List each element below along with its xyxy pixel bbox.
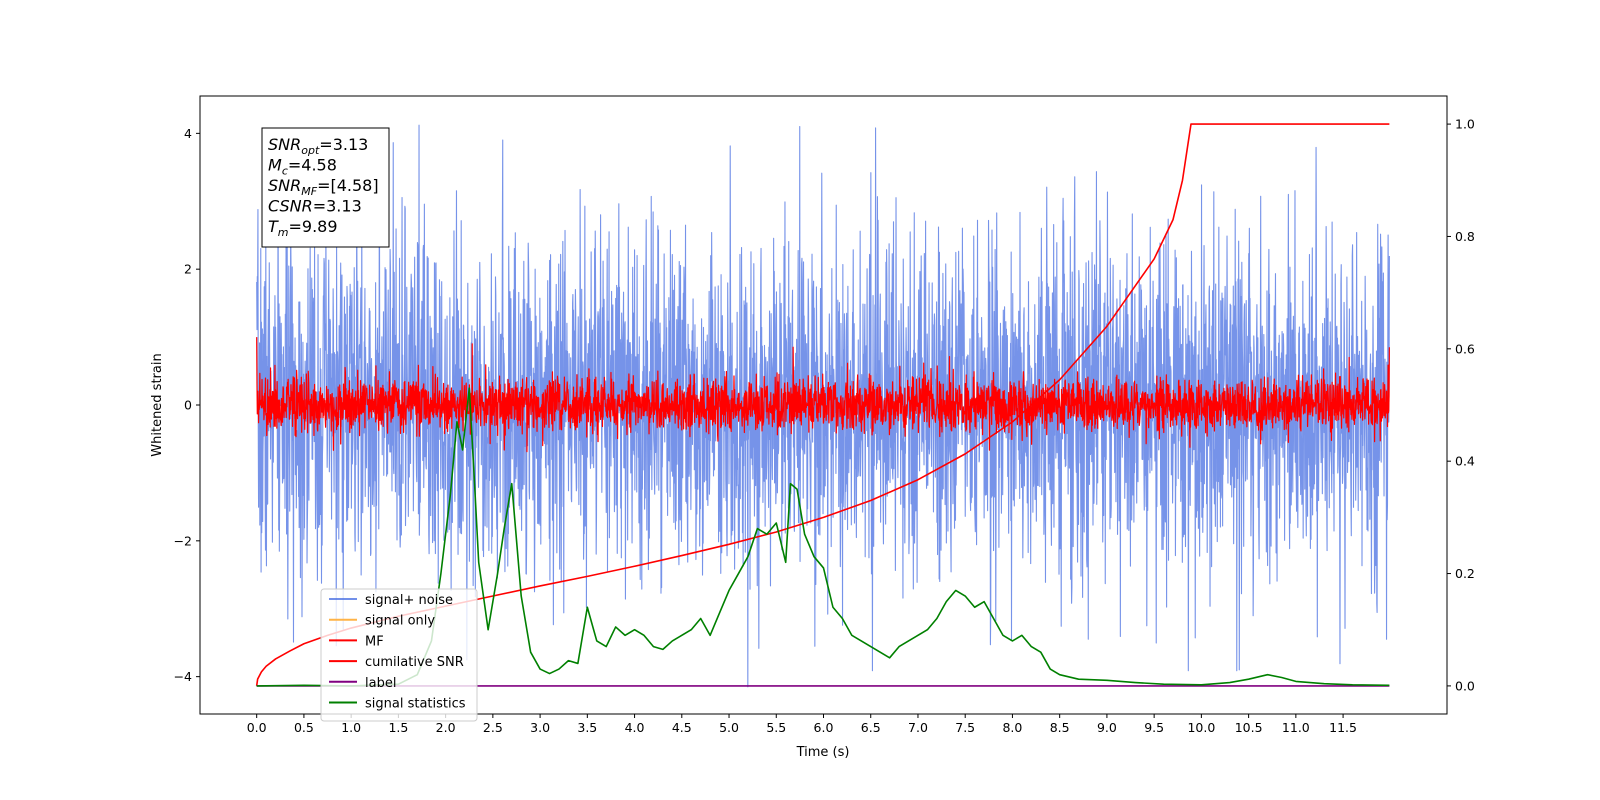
- annotation-line: CSNR=3.13: [268, 197, 362, 216]
- x-axis-label: Time (s): [796, 745, 850, 760]
- x-tick-label: 5.0: [719, 720, 739, 735]
- x-tick-label: 9.5: [1144, 720, 1164, 735]
- y2-tick-label: 0.6: [1455, 341, 1475, 356]
- annotation-line: SNRopt=3.13: [268, 135, 368, 157]
- x-tick-label: 7.5: [955, 720, 975, 735]
- annotation-line: SNRMF=[4.58]: [268, 176, 379, 198]
- x-tick-label: 4.0: [625, 720, 645, 735]
- y-tick-label: 2: [184, 262, 192, 277]
- legend-label-signal-only: signal only: [365, 614, 435, 629]
- annotation-line: Tm=9.89: [268, 217, 338, 239]
- x-tick-label: 6.5: [861, 720, 881, 735]
- x-tick-label: 1.0: [341, 720, 361, 735]
- x-tick-label: 10.5: [1235, 720, 1263, 735]
- y2-tick-label: 0.0: [1455, 678, 1475, 693]
- y-tick-label: 0: [184, 398, 192, 413]
- x-tick-label: 10.0: [1187, 720, 1215, 735]
- x-tick-label: 2.0: [436, 720, 456, 735]
- x-tick-label: 11.5: [1329, 720, 1357, 735]
- y2-tick-label: 1.0: [1455, 117, 1475, 132]
- ticks-layer: 0.0 0.5 1.0 1.5 2.0 2.5 3.0 3.5 4.0 4.5 5.0 5.5 6.0 6…: [174, 117, 1475, 735]
- x-tick-label: 7.0: [908, 720, 928, 735]
- annotation-line: Mc=4.58: [268, 156, 337, 178]
- series-line-signal-statistics: [256, 387, 1390, 687]
- y2-tick-label: 0.4: [1455, 454, 1475, 469]
- y2-tick-label: 0.2: [1455, 566, 1475, 581]
- y-axis-label: Whitened strain: [150, 353, 165, 456]
- series-line-mf: [256, 337, 1390, 453]
- legend-label-mf: MF: [365, 634, 384, 649]
- series-line-cumilative-snr: [255, 123, 1390, 687]
- legend-label-signal-statistics: signal statistics: [365, 697, 466, 712]
- legend-label-signal-noise: signal+ noise: [365, 593, 453, 608]
- legend-frame: [320, 588, 478, 722]
- x-tick-label: 0.0: [247, 720, 267, 735]
- legend: signal+ noise signal only MF cumilative SNR…: [320, 588, 478, 722]
- x-tick-label: 5.5: [766, 720, 786, 735]
- legend-label-label: label: [365, 676, 396, 691]
- x-tick-label: 1.5: [388, 720, 408, 735]
- x-tick-label: 8.5: [1050, 720, 1070, 735]
- x-tick-label: 0.5: [294, 720, 314, 735]
- series-line-signal-noise: [256, 124, 1390, 688]
- x-tick-label: 11.0: [1282, 720, 1310, 735]
- x-tick-label: 9.0: [1097, 720, 1117, 735]
- legend-label-cumilative-snr: cumilative SNR: [365, 655, 464, 670]
- x-tick-label: 3.0: [530, 720, 550, 735]
- x-tick-label: 4.5: [672, 720, 692, 735]
- y-tick-label: 4: [184, 126, 192, 141]
- y-tick-label: −4: [174, 669, 192, 684]
- y2-tick-label: 0.8: [1455, 229, 1475, 244]
- x-tick-label: 6.0: [814, 720, 834, 735]
- annotation-box: SNRopt=3.13Mc=4.58SNRMF=[4.58]CSNR=3.13T…: [261, 127, 390, 248]
- x-tick-label: 8.0: [1002, 720, 1022, 735]
- x-tick-label: 2.5: [483, 720, 503, 735]
- x-tick-label: 3.5: [577, 720, 597, 735]
- y-tick-label: −2: [174, 533, 192, 548]
- annotation-box-frame: [261, 127, 390, 248]
